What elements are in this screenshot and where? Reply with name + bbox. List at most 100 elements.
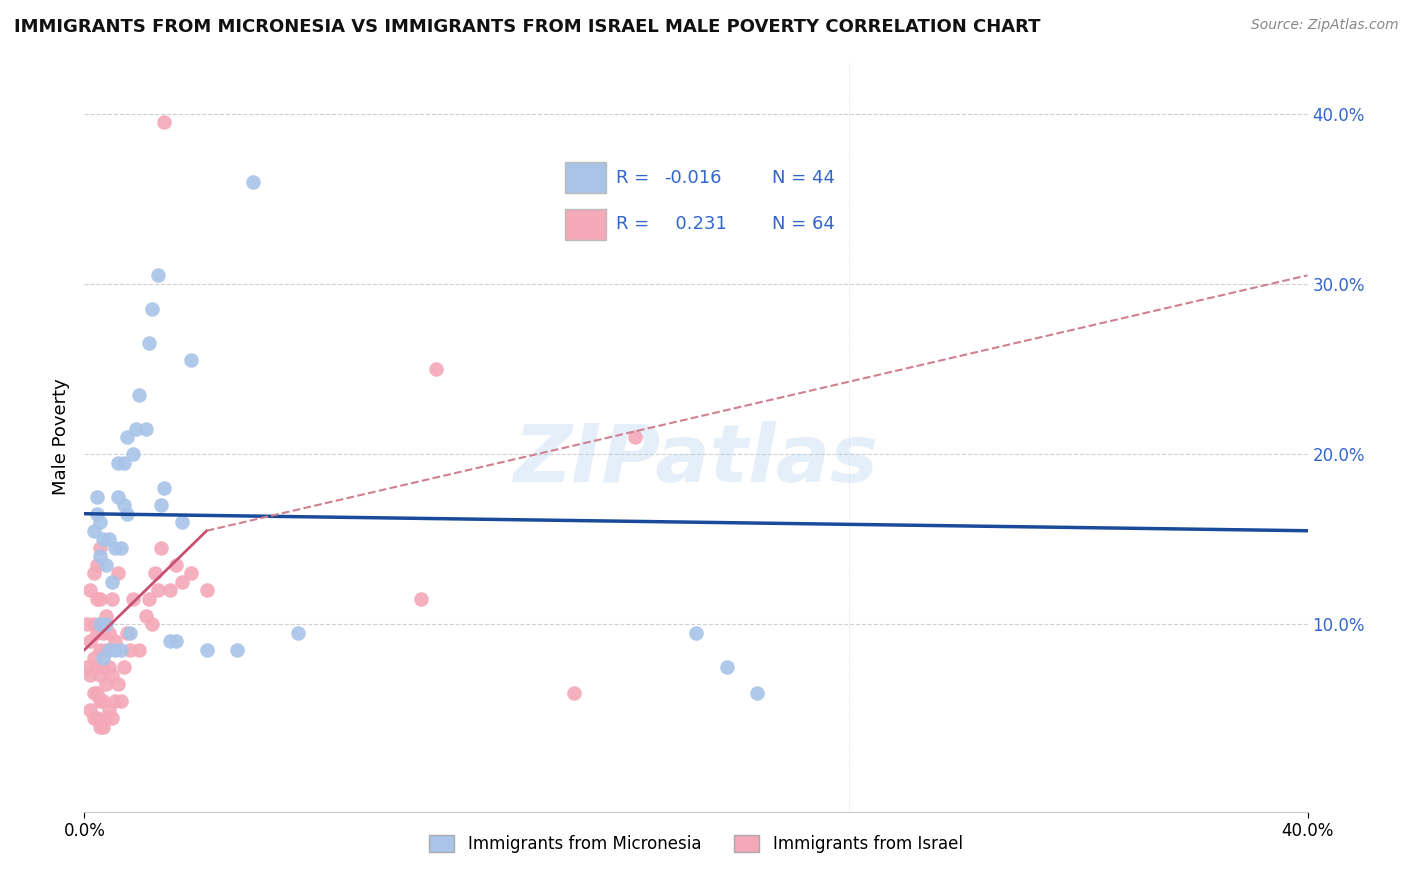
Point	[91, 720, 114, 734]
Point	[79, 668, 101, 682]
Point	[149, 498, 172, 512]
Point	[83, 617, 105, 632]
Point	[83, 711, 105, 725]
Point	[91, 626, 114, 640]
Point	[76, 660, 98, 674]
Point	[112, 456, 135, 470]
Point	[180, 353, 202, 368]
Point	[104, 541, 127, 555]
Point	[180, 566, 202, 581]
Point	[86, 490, 108, 504]
Point	[149, 541, 172, 555]
Point	[287, 626, 309, 640]
Point	[685, 626, 707, 640]
Point	[83, 651, 105, 665]
Point	[242, 175, 264, 189]
Point	[89, 643, 111, 657]
Point	[86, 711, 108, 725]
Point	[172, 515, 194, 529]
Point	[94, 711, 117, 725]
Point	[112, 498, 135, 512]
Text: ZIPatlas: ZIPatlas	[513, 420, 879, 499]
Point	[91, 533, 114, 547]
Text: Source: ZipAtlas.com: Source: ZipAtlas.com	[1251, 18, 1399, 32]
Point	[89, 541, 111, 555]
Point	[112, 660, 135, 674]
Point	[115, 626, 138, 640]
Point	[128, 387, 150, 401]
Point	[159, 634, 181, 648]
Point	[107, 456, 129, 470]
Point	[86, 507, 108, 521]
Point	[89, 549, 111, 564]
Point	[146, 583, 169, 598]
Point	[409, 591, 432, 606]
Point	[101, 711, 124, 725]
Point	[94, 643, 117, 657]
Point	[91, 660, 114, 674]
Point	[97, 626, 120, 640]
Point	[86, 626, 108, 640]
Point	[120, 643, 142, 657]
Point	[94, 677, 117, 691]
Point	[89, 515, 111, 529]
Y-axis label: Male Poverty: Male Poverty	[52, 379, 70, 495]
Point	[120, 626, 142, 640]
Point	[97, 533, 120, 547]
Point	[195, 583, 218, 598]
Point	[141, 617, 163, 632]
Point	[89, 668, 111, 682]
Point	[125, 421, 148, 435]
Text: IMMIGRANTS FROM MICRONESIA VS IMMIGRANTS FROM ISRAEL MALE POVERTY CORRELATION CH: IMMIGRANTS FROM MICRONESIA VS IMMIGRANTS…	[14, 18, 1040, 36]
Point	[97, 702, 120, 716]
Point	[79, 583, 101, 598]
Point	[89, 720, 111, 734]
Point	[104, 694, 127, 708]
Point	[425, 362, 447, 376]
Point	[153, 481, 176, 495]
Point	[115, 507, 138, 521]
Point	[86, 591, 108, 606]
Point	[107, 677, 129, 691]
Point	[138, 591, 160, 606]
Point	[226, 643, 249, 657]
Point	[104, 634, 127, 648]
Point	[104, 643, 127, 657]
Point	[83, 685, 105, 699]
Point	[716, 660, 738, 674]
Point	[141, 302, 163, 317]
Point	[83, 524, 105, 538]
Point	[76, 617, 98, 632]
Point	[138, 336, 160, 351]
Point	[143, 566, 166, 581]
Point	[94, 617, 117, 632]
Point	[89, 617, 111, 632]
Point	[165, 634, 187, 648]
Point	[79, 702, 101, 716]
Point	[89, 617, 111, 632]
Point	[86, 558, 108, 572]
Point	[110, 541, 132, 555]
Point	[128, 643, 150, 657]
Point	[91, 651, 114, 665]
Point	[79, 634, 101, 648]
Point	[97, 643, 120, 657]
Point	[101, 574, 124, 589]
Legend: Immigrants from Micronesia, Immigrants from Israel: Immigrants from Micronesia, Immigrants f…	[423, 828, 969, 860]
Point	[89, 694, 111, 708]
Point	[135, 608, 157, 623]
Point	[94, 558, 117, 572]
Point	[153, 115, 176, 129]
Point	[83, 566, 105, 581]
Point	[624, 430, 647, 444]
Point	[97, 660, 120, 674]
Point	[91, 694, 114, 708]
Point	[562, 685, 585, 699]
Point	[146, 268, 169, 283]
Point	[107, 566, 129, 581]
Point	[110, 694, 132, 708]
Point	[159, 583, 181, 598]
Point	[107, 490, 129, 504]
Point	[110, 643, 132, 657]
Point	[86, 660, 108, 674]
